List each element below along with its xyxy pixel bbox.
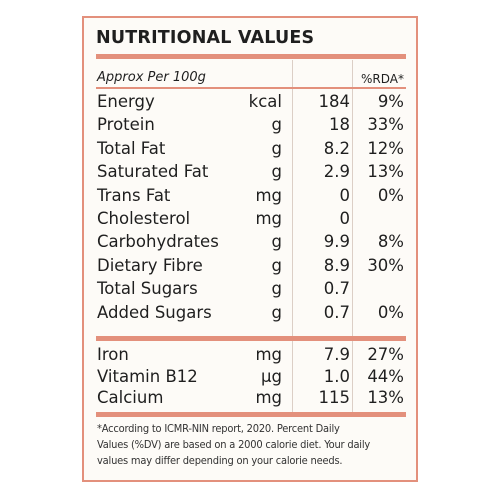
nutrient-name: Total Fat [97, 138, 166, 158]
nutrient-unit: g [271, 138, 282, 158]
nutrient-value: 18 [329, 115, 350, 135]
nutrient-name: Energy [97, 92, 155, 111]
nutrient-row: Protein g 18 33% [84, 113, 416, 136]
nutrient-rda: 12% [367, 138, 404, 158]
nutrient-unit: mg [255, 388, 282, 407]
nutrient-row: Iron mg 7.9 27% [84, 343, 416, 366]
serving-size: Approx Per 100g [97, 70, 206, 85]
nutrient-row: Vitamin B12 µg 1.0 44% [84, 365, 416, 388]
nutrient-value: 0.7 [323, 279, 350, 299]
column-divider [292, 60, 293, 412]
nutrient-name: Carbohydrates [97, 232, 219, 252]
nutrient-unit: mg [255, 185, 282, 205]
nutrient-name: Protein [97, 115, 155, 135]
nutrient-unit: mg [255, 345, 282, 364]
footnote-line: Values (%DV) are based on a 2000 calorie… [97, 438, 371, 451]
nutrient-row: Dietary Fibre g 8.9 30% [84, 254, 416, 277]
panel-title: NUTRITIONAL VALUES [96, 28, 315, 48]
nutrient-value: 0 [339, 209, 351, 228]
footnote-line: values may differ depending on your calo… [97, 454, 343, 467]
nutrient-name: Vitamin B12 [97, 366, 198, 386]
nutrient-value: 184 [318, 92, 351, 111]
nutrient-row: Added Sugars g 0.7 0% [84, 301, 416, 324]
header-rule [96, 87, 406, 89]
nutrient-unit: g [271, 162, 282, 182]
nutrient-unit: kcal [248, 92, 282, 111]
nutrient-unit: g [271, 115, 282, 135]
column-divider [352, 60, 353, 412]
nutrient-unit: g [271, 302, 282, 322]
nutrient-name: Calcium [97, 388, 164, 407]
nutrient-row: Energy kcal 184 9% [84, 90, 416, 113]
nutrient-value: 8.9 [323, 255, 350, 275]
nutrient-rda: 33% [367, 115, 404, 135]
nutrient-rda: 27% [367, 345, 404, 364]
nutrient-value: 7.9 [323, 345, 350, 364]
nutrient-unit: g [271, 255, 282, 275]
nutrient-unit: g [271, 279, 282, 299]
nutrient-rda: 13% [367, 388, 404, 407]
nutrient-name: Trans Fat [97, 185, 171, 205]
nutrient-value: 2.9 [323, 162, 350, 182]
nutrient-name: Cholesterol [97, 209, 191, 228]
nutrient-unit: g [271, 232, 282, 252]
section-rule [96, 336, 406, 341]
nutrient-rda: 0% [377, 185, 404, 205]
nutrient-rda: 8% [377, 232, 404, 252]
nutrient-unit: µg [261, 366, 282, 386]
nutrient-value: 115 [318, 388, 351, 407]
title-rule [96, 54, 406, 59]
nutrient-rda: 0% [377, 302, 404, 322]
nutrient-value: 8.2 [323, 138, 350, 158]
nutrient-row: Saturated Fat g 2.9 13% [84, 160, 416, 183]
nutrient-rda: 13% [367, 162, 404, 182]
nutrient-value: 1.0 [323, 366, 350, 386]
footer-rule [96, 412, 406, 417]
nutrient-value: 0 [339, 185, 351, 205]
nutrient-rda: 9% [377, 92, 404, 111]
nutrient-row: Total Fat g 8.2 12% [84, 137, 416, 160]
nutrient-rda: 44% [367, 366, 404, 386]
nutrient-row: Total Sugars g 0.7 [84, 277, 416, 300]
nutrient-unit: mg [255, 209, 282, 228]
nutrition-panel: NUTRITIONAL VALUES Approx Per 100g %RDA*… [82, 16, 418, 482]
nutrient-row: Carbohydrates g 9.9 8% [84, 230, 416, 253]
nutrient-value: 9.9 [323, 232, 350, 252]
footnote-line: *According to ICMR-NIN report, 2020. Per… [97, 422, 340, 435]
nutrient-name: Dietary Fibre [97, 255, 203, 275]
nutrient-name: Added Sugars [97, 302, 212, 322]
nutrient-rda: 30% [367, 255, 404, 275]
nutrient-row: Cholesterol mg 0 [84, 207, 416, 230]
nutrient-value: 0.7 [323, 302, 350, 322]
rda-header: %RDA* [361, 72, 404, 86]
nutrient-name: Iron [97, 345, 129, 364]
nutrient-row: Calcium mg 115 13% [84, 386, 416, 409]
nutrient-name: Saturated Fat [97, 162, 209, 182]
nutrient-name: Total Sugars [97, 279, 198, 299]
footnote: *According to ICMR-NIN report, 2020. Per… [97, 421, 409, 469]
nutrient-row: Trans Fat mg 0 0% [84, 184, 416, 207]
